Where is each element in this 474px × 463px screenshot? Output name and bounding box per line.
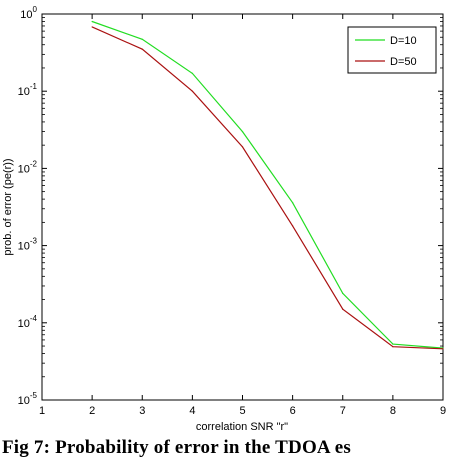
x-axis-ticks: 1 2 3 4 5 6 7 8 9 bbox=[39, 14, 446, 417]
data-point bbox=[141, 38, 143, 40]
data-point bbox=[141, 48, 143, 50]
data-point bbox=[292, 202, 294, 204]
y-tick-label: 10-5 bbox=[18, 391, 38, 407]
x-tick-label: 4 bbox=[189, 405, 195, 417]
y-tick-label: 10-3 bbox=[18, 237, 38, 253]
series-line-d10 bbox=[91, 20, 444, 349]
y-tick-label: 10-4 bbox=[18, 314, 38, 330]
x-tick-label: 5 bbox=[239, 405, 245, 417]
legend: D=10 D=50 bbox=[347, 26, 437, 74]
x-tick-label: 9 bbox=[440, 405, 446, 417]
series-line-d50 bbox=[91, 26, 444, 350]
data-point bbox=[392, 343, 394, 345]
data-point bbox=[191, 72, 193, 75]
x-tick-label: 6 bbox=[290, 405, 296, 417]
data-point bbox=[342, 292, 344, 295]
data-point bbox=[241, 146, 244, 148]
y-tick-label: 100 bbox=[20, 5, 37, 21]
x-tick-label: 1 bbox=[39, 405, 45, 417]
legend-box bbox=[347, 26, 437, 74]
data-point bbox=[292, 225, 294, 227]
legend-label: D=10 bbox=[390, 35, 417, 47]
plot-area bbox=[41, 13, 444, 401]
x-tick-label: 7 bbox=[340, 405, 346, 417]
figure-caption: Fig 7: Probability of error in the TDOA … bbox=[2, 437, 351, 458]
data-point bbox=[91, 20, 93, 23]
y-axis-ticks: 100 10-1 10-2 10-3 10-4 10-5 bbox=[18, 5, 443, 407]
data-point bbox=[91, 26, 93, 28]
data-point bbox=[241, 130, 244, 133]
y-tick-label: 10-2 bbox=[18, 159, 38, 175]
data-point bbox=[392, 346, 394, 348]
x-axis-label: correlation SNR "r" bbox=[196, 421, 288, 433]
y-tick-label: 10-1 bbox=[18, 82, 38, 98]
x-tick-label: 8 bbox=[390, 405, 396, 417]
legend-label: D=50 bbox=[390, 56, 417, 68]
data-point bbox=[191, 90, 193, 92]
data-point bbox=[342, 308, 344, 310]
data-point bbox=[442, 348, 444, 350]
x-tick-label: 2 bbox=[89, 405, 95, 417]
series-lines bbox=[91, 20, 444, 350]
x-tick-label: 3 bbox=[139, 405, 145, 417]
y-axis-label: prob. of error (pe(r)) bbox=[2, 158, 14, 255]
